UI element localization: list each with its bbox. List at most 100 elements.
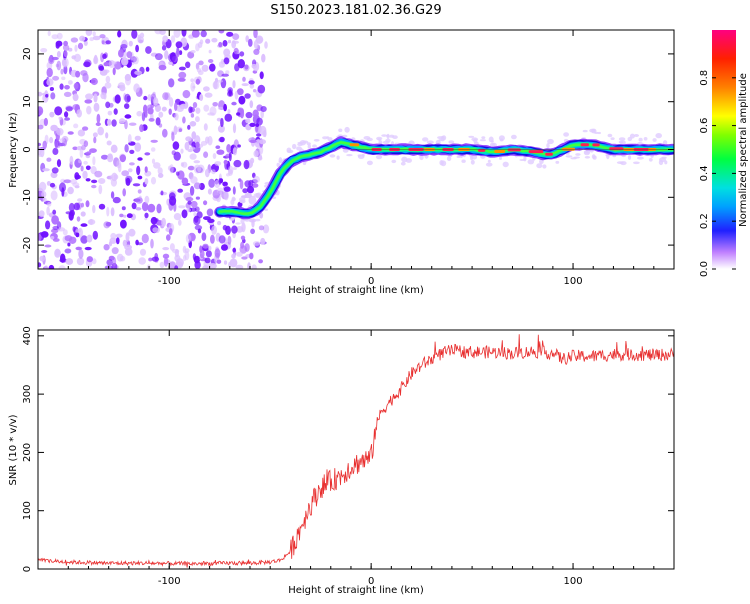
noise-speckle xyxy=(187,124,191,130)
noise-speckle xyxy=(207,218,215,223)
noise-speckle xyxy=(232,80,236,89)
noise-speckle xyxy=(121,170,130,177)
noise-speckle xyxy=(94,170,103,178)
noise-speckle xyxy=(248,218,257,223)
noise-speckle xyxy=(121,57,129,66)
noise-speckle xyxy=(262,224,270,234)
track-halo xyxy=(468,135,475,138)
noise-speckle xyxy=(144,166,148,173)
noise-speckle xyxy=(40,48,48,53)
noise-speckle xyxy=(89,218,93,226)
noise-speckle xyxy=(253,150,259,158)
noise-speckle xyxy=(234,90,239,100)
noise-speckle xyxy=(93,93,98,103)
noise-speckle xyxy=(145,46,152,54)
noise-speckle xyxy=(218,41,223,48)
track-halo xyxy=(582,129,588,133)
noise-speckle xyxy=(141,201,149,212)
noise-speckle xyxy=(174,113,179,121)
noise-speckle xyxy=(182,255,187,261)
track-halo xyxy=(378,140,383,145)
noise-speckle xyxy=(61,76,66,81)
snr-marks xyxy=(38,334,674,568)
noise-speckle xyxy=(73,82,79,90)
x-tick-label: -100 xyxy=(158,576,181,587)
track-halo xyxy=(499,138,504,142)
noise-speckle xyxy=(226,31,234,37)
noise-speckle xyxy=(59,83,64,90)
colorbar: 0.0 0.2 0.4 0.6 0.8 Normalized spectral ampl… xyxy=(699,30,749,277)
noise-speckle xyxy=(233,159,242,168)
noise-speckle xyxy=(239,51,245,57)
y-tick-label: 0 xyxy=(22,566,33,572)
noise-speckle xyxy=(168,261,177,269)
track-halo xyxy=(565,155,573,158)
noise-speckle xyxy=(47,30,51,37)
noise-speckle xyxy=(194,206,200,212)
noise-speckle xyxy=(189,146,196,150)
track-halo xyxy=(441,135,447,141)
noise-speckle xyxy=(85,93,94,100)
noise-speckle xyxy=(84,99,93,104)
noise-speckle xyxy=(63,91,72,97)
noise-speckle xyxy=(106,259,113,266)
noise-speckle xyxy=(46,206,50,216)
noise-speckle xyxy=(212,153,217,159)
noise-speckle xyxy=(193,164,202,174)
noise-speckle xyxy=(46,78,54,86)
noise-speckle xyxy=(241,256,248,260)
noise-speckle xyxy=(173,125,178,135)
noise-speckle xyxy=(185,197,194,202)
noise-speckle xyxy=(223,103,228,112)
noise-speckle xyxy=(132,183,141,187)
noise-speckle xyxy=(249,83,255,89)
noise-speckle xyxy=(218,178,222,185)
noise-speckle xyxy=(76,216,81,222)
track-halo xyxy=(629,133,635,139)
noise-speckle xyxy=(60,253,66,263)
track-halo xyxy=(536,163,543,169)
noise-speckle xyxy=(156,203,162,214)
track-halo xyxy=(446,156,452,162)
track-halo xyxy=(278,157,283,164)
noise-speckle xyxy=(180,103,188,109)
colorbar-tick-label: 0.2 xyxy=(699,213,710,229)
noise-speckle xyxy=(173,151,181,161)
noise-speckle xyxy=(111,247,119,255)
noise-speckle xyxy=(138,257,146,265)
track-halo xyxy=(499,156,502,160)
noise-speckle xyxy=(239,179,244,190)
noise-speckle xyxy=(171,131,175,142)
noise-speckle xyxy=(45,220,51,230)
track-halo xyxy=(618,137,626,141)
noise-speckle xyxy=(185,61,191,69)
noise-speckle xyxy=(168,78,175,88)
noise-speckle xyxy=(253,175,260,184)
noise-speckle xyxy=(150,216,158,225)
noise-speckle xyxy=(154,252,159,261)
noise-speckle xyxy=(193,160,201,164)
noise-speckle xyxy=(190,82,196,92)
noise-speckle xyxy=(76,109,82,118)
noise-speckle xyxy=(72,93,79,102)
y-tick-label: 400 xyxy=(22,326,33,345)
noise-speckle xyxy=(38,181,47,192)
noise-speckle xyxy=(155,105,162,112)
noise-speckle xyxy=(231,101,237,106)
track-halo xyxy=(448,140,455,144)
noise-speckle xyxy=(134,135,141,141)
noise-speckle xyxy=(93,136,97,144)
noise-speckle xyxy=(173,213,182,221)
noise-speckle xyxy=(151,158,156,164)
track-halo xyxy=(366,160,373,166)
noise-speckle xyxy=(182,116,186,124)
noise-speckle xyxy=(91,179,98,184)
noise-speckle xyxy=(157,167,163,175)
track-halo xyxy=(286,149,294,154)
noise-speckle xyxy=(208,59,214,63)
noise-speckle xyxy=(256,133,262,137)
noise-speckle xyxy=(212,102,218,107)
noise-speckle xyxy=(211,169,216,175)
noise-speckle xyxy=(85,165,91,171)
